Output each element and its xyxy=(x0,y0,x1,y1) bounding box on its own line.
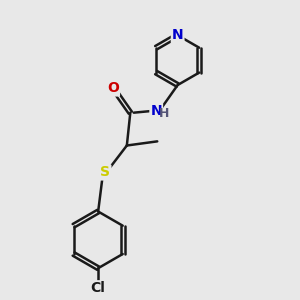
Text: Cl: Cl xyxy=(91,281,106,295)
Text: N: N xyxy=(150,104,162,118)
Text: H: H xyxy=(159,107,169,120)
Text: N: N xyxy=(172,28,184,42)
Text: S: S xyxy=(100,166,110,179)
Text: O: O xyxy=(107,82,119,95)
